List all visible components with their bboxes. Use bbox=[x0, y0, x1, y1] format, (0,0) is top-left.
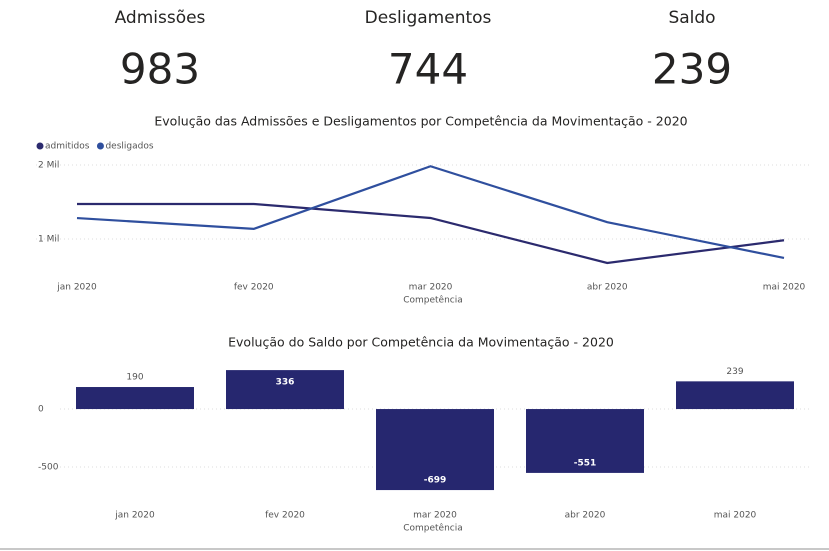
y-tick-label: 2 Mil bbox=[38, 161, 59, 171]
series-line bbox=[77, 202, 785, 265]
card-label: Desligamentos bbox=[365, 8, 492, 28]
x-tick-label: jan 2020 bbox=[56, 283, 97, 293]
bar bbox=[226, 370, 344, 410]
data-label: -551 bbox=[574, 458, 597, 468]
x-tick-label: mar 2020 bbox=[409, 283, 453, 293]
data-label: -699 bbox=[424, 476, 447, 486]
card-value: 239 bbox=[652, 45, 732, 94]
chart-title: Evolução do Saldo por Competência da Mov… bbox=[228, 335, 614, 350]
x-axis-title: Competência bbox=[403, 523, 463, 534]
bar bbox=[676, 381, 794, 410]
x-tick-label: jan 2020 bbox=[114, 511, 155, 521]
chart-title: Evolução das Admissões e Desligamentos p… bbox=[154, 114, 687, 129]
legend-marker bbox=[96, 142, 104, 150]
legend-label: desligados bbox=[105, 142, 153, 152]
card-label: Admissões bbox=[115, 8, 206, 28]
x-tick-label: fev 2020 bbox=[234, 283, 274, 293]
y-tick-label: 1 Mil bbox=[38, 235, 59, 245]
y-tick-label: 0 bbox=[38, 405, 44, 415]
x-tick-label: mar 2020 bbox=[413, 511, 457, 521]
series-line bbox=[76, 165, 785, 260]
data-label: 190 bbox=[126, 373, 143, 383]
y-tick-label: -500 bbox=[38, 463, 59, 473]
x-tick-label: abr 2020 bbox=[587, 283, 628, 293]
legend-label: admitidos bbox=[45, 142, 90, 152]
x-tick-label: abr 2020 bbox=[565, 511, 606, 521]
bar bbox=[376, 409, 494, 491]
x-axis-title: Competência bbox=[403, 295, 463, 306]
bar bbox=[526, 409, 644, 473]
x-tick-label: mai 2020 bbox=[763, 283, 806, 293]
legend-marker bbox=[36, 142, 44, 150]
bar bbox=[76, 387, 194, 410]
data-label: 336 bbox=[276, 378, 295, 388]
card-value: 744 bbox=[388, 45, 468, 94]
card-value: 983 bbox=[120, 45, 200, 94]
x-tick-label: fev 2020 bbox=[265, 511, 305, 521]
data-label: 239 bbox=[726, 367, 743, 377]
x-tick-label: mai 2020 bbox=[714, 511, 757, 521]
card-label: Saldo bbox=[668, 8, 715, 28]
